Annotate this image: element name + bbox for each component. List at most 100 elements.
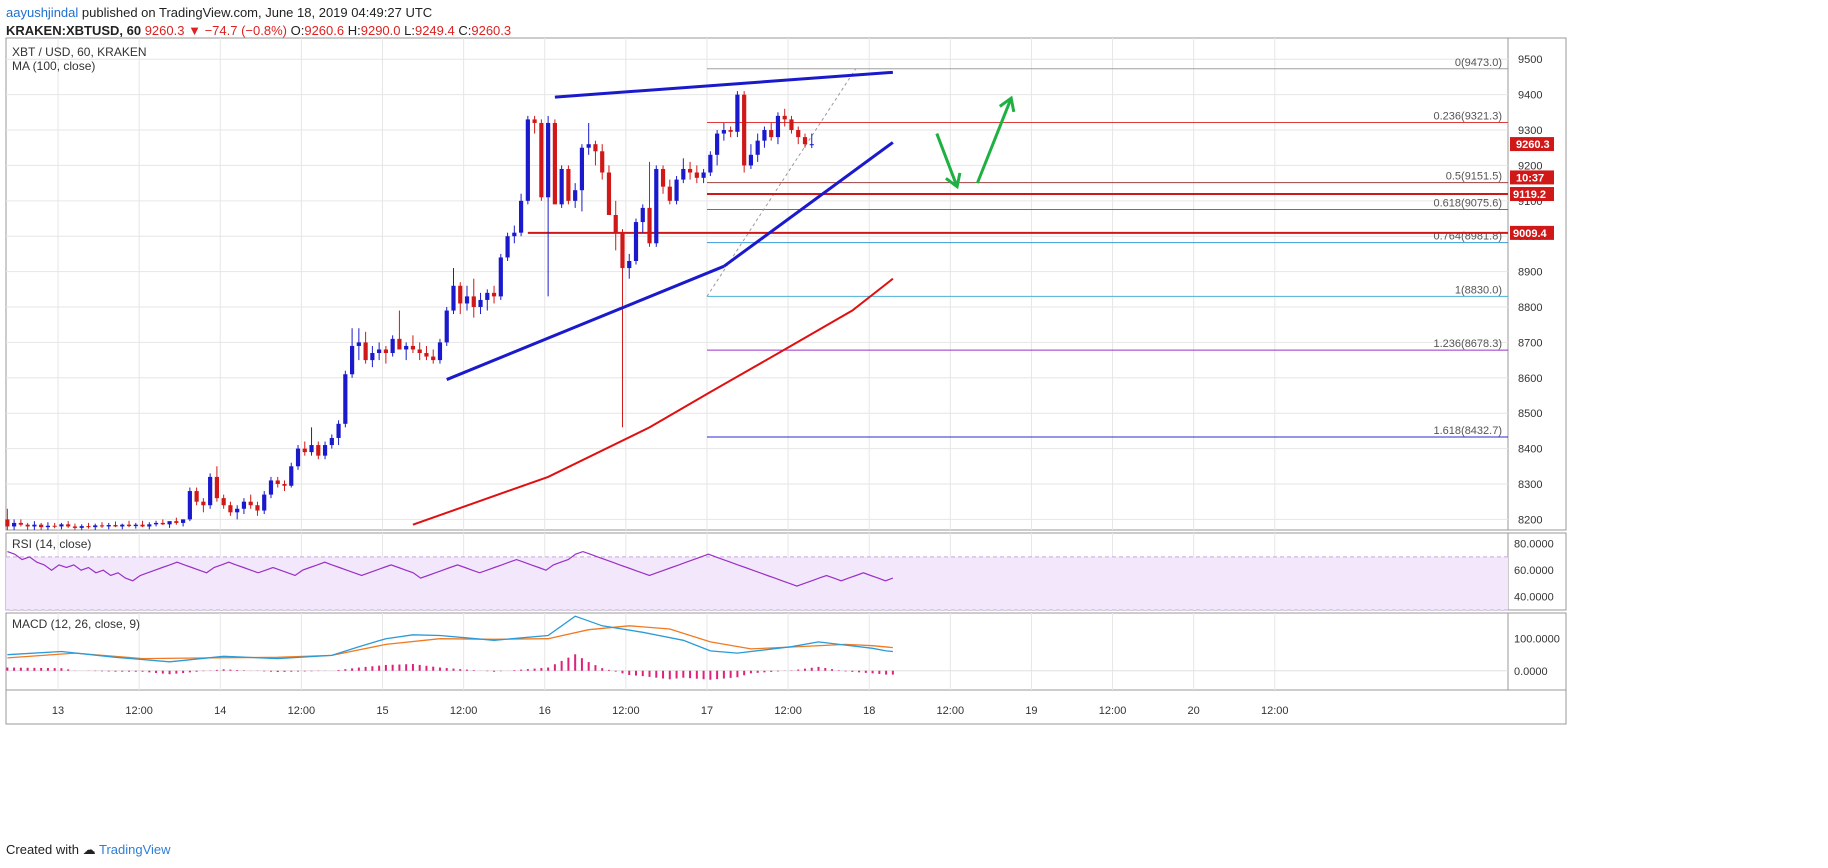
macd-title: MACD (12, 26, close, 9) xyxy=(12,617,140,631)
candle-body xyxy=(802,137,808,145)
candle-body xyxy=(640,207,645,223)
fib-level-label: 1.236(8678.3) xyxy=(1434,338,1503,350)
author-link[interactable]: aayushjindal xyxy=(6,5,79,20)
candle-body xyxy=(809,144,814,146)
trendline xyxy=(446,264,725,381)
forecast-arrowhead xyxy=(998,95,1016,113)
candle-body xyxy=(471,296,476,308)
candle-body xyxy=(343,374,348,424)
candle-body xyxy=(525,119,530,201)
candle-body xyxy=(241,501,247,509)
open-value: 9260.6 xyxy=(304,23,345,38)
candle-body xyxy=(789,119,794,131)
candle-body xyxy=(573,190,578,201)
close-value: 9260.3 xyxy=(471,23,512,38)
candle-body xyxy=(25,524,30,527)
candle-body xyxy=(268,480,274,495)
x-tick-label: 12:00 xyxy=(937,705,965,717)
candle-body xyxy=(498,257,503,297)
candle-body xyxy=(228,505,233,513)
y-tick-label: 8500 xyxy=(1518,408,1542,420)
x-tick-label: 18 xyxy=(863,705,875,717)
low-value: 9249.4 xyxy=(414,23,455,38)
candle-body xyxy=(701,172,706,178)
candle-body xyxy=(532,119,537,123)
candle-body xyxy=(140,524,145,527)
candle-body xyxy=(235,508,240,513)
close-label: C: xyxy=(458,23,472,38)
macd-y-tick-label: 100.0000 xyxy=(1514,634,1560,646)
candle-body xyxy=(654,168,659,244)
rsi-band xyxy=(6,556,1508,610)
y-tick-label: 8400 xyxy=(1518,444,1542,456)
candle-body xyxy=(282,483,287,486)
open-label: O: xyxy=(290,23,305,38)
candle-body xyxy=(410,345,416,350)
candle-body xyxy=(715,133,720,155)
fib-level-label: 1.618(8432.7) xyxy=(1434,425,1503,437)
candle-body xyxy=(681,168,686,180)
pane-frame-0 xyxy=(5,37,1509,531)
candle-body xyxy=(437,342,443,361)
candle-body xyxy=(687,168,693,173)
candle-body xyxy=(126,524,132,527)
published-text: published on TradingView.com, June 18, 2… xyxy=(81,5,433,20)
candle-body xyxy=(660,168,666,187)
current-price-tag xyxy=(1510,137,1554,152)
candle-body xyxy=(383,349,388,354)
candle-body xyxy=(194,491,199,502)
candle-body xyxy=(633,222,639,261)
macd-y-tick-label: 0.0000 xyxy=(1514,666,1548,678)
x-tick-label: 12:00 xyxy=(612,705,640,717)
candle-body xyxy=(708,154,713,173)
candle-body xyxy=(18,522,23,525)
y-tick-label: 8800 xyxy=(1518,302,1542,314)
candle-body xyxy=(5,519,10,527)
candle-body xyxy=(289,466,294,486)
forecast-arrowhead xyxy=(945,172,962,190)
candle-body xyxy=(796,130,801,138)
candle-body xyxy=(302,448,307,453)
x-tick-label: 19 xyxy=(1025,705,1037,717)
x-tick-label: 17 xyxy=(701,705,713,717)
candle-body xyxy=(464,296,470,304)
y-tick-label: 9200 xyxy=(1518,160,1542,172)
level-price-tag xyxy=(1510,225,1554,240)
current-price-label: 10:37 xyxy=(1516,172,1544,184)
x-tick-label: 13 xyxy=(52,705,64,717)
candle-body xyxy=(735,94,740,132)
candle-body xyxy=(59,524,64,527)
candle-body xyxy=(377,349,382,354)
candle-body xyxy=(539,122,544,198)
candle-body xyxy=(647,207,652,244)
y-tick-label: 9400 xyxy=(1518,90,1542,102)
candle-body xyxy=(613,214,618,233)
y-tick-label: 9500 xyxy=(1518,54,1542,66)
tradingview-logo-icon: ☁ xyxy=(82,842,96,857)
candle-body xyxy=(559,168,564,205)
trendline xyxy=(722,141,894,268)
level-price-tag xyxy=(1510,187,1554,202)
x-tick-label: 16 xyxy=(539,705,551,717)
tradingview-link[interactable]: TradingView xyxy=(99,842,171,857)
candle-body xyxy=(275,480,280,484)
candle-body xyxy=(349,345,355,375)
candle-body xyxy=(627,260,632,269)
candle-body xyxy=(748,154,754,166)
candle-body xyxy=(262,494,267,511)
candle-body xyxy=(208,476,213,506)
trendline xyxy=(554,70,893,99)
fib-level-label: 0.236(9321.3) xyxy=(1434,110,1503,122)
ma-label: MA (100, close) xyxy=(12,59,95,73)
change-value: −74.7 (−0.8%) xyxy=(204,23,287,38)
candle-body xyxy=(316,445,321,456)
candle-body xyxy=(586,144,591,148)
candle-body xyxy=(451,285,456,311)
candle-body xyxy=(86,526,91,528)
x-tick-label: 12:00 xyxy=(1261,705,1289,717)
symbol-label: KRAKEN:XBTUSD, 60 xyxy=(6,23,142,38)
footer: Created with ☁ TradingView xyxy=(6,842,171,858)
current-price-label: 9260.3 xyxy=(1516,139,1550,151)
rsi-line xyxy=(7,550,894,587)
